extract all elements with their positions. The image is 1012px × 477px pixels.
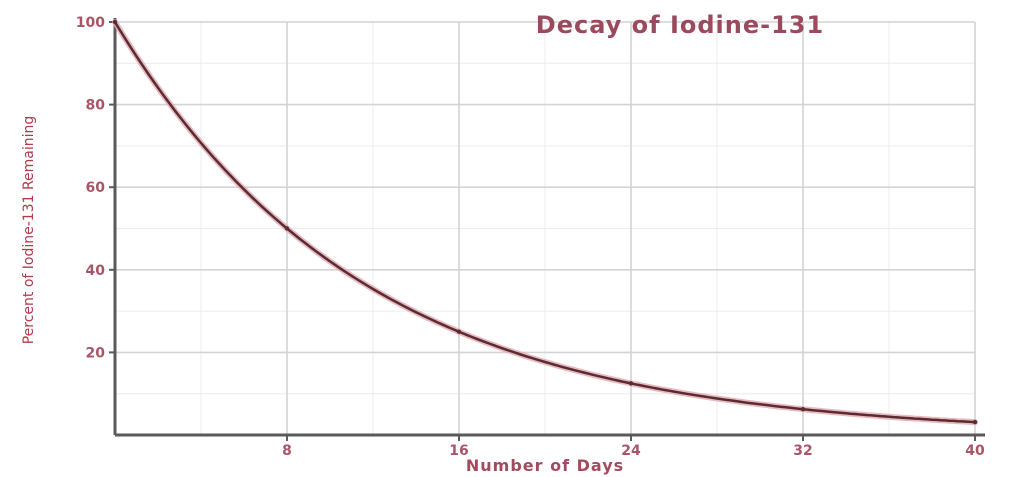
x-tick-label: 16 [449,443,468,459]
x-tick-label: 40 [965,443,985,459]
data-point [456,329,462,334]
chart-title: Decay of Iodine-131 [536,11,824,39]
series-layer [112,19,978,426]
data-point [284,226,290,231]
x-tick-label: 32 [793,443,812,459]
y-tick-label: 60 [86,180,106,196]
x-axis-label: Number of Days [466,456,624,475]
data-point [972,419,978,425]
y-tick-label: 20 [86,345,106,361]
tick-labels: 20 40 60 80 100 8 16 24 32 40 [76,15,985,459]
data-point [800,406,806,412]
y-axis-label: Percent of Iodine-131 Remaining [21,116,37,345]
series-line [113,20,977,424]
data-point [628,381,634,386]
axes [109,18,985,441]
grid [115,21,976,435]
y-tick-label: 40 [86,263,106,279]
y-tick-label: 80 [86,98,106,114]
x-tick-label: 8 [282,443,292,459]
y-tick-label: 100 [76,15,105,31]
data-point [112,19,118,25]
x-tick-label: 24 [621,443,641,459]
